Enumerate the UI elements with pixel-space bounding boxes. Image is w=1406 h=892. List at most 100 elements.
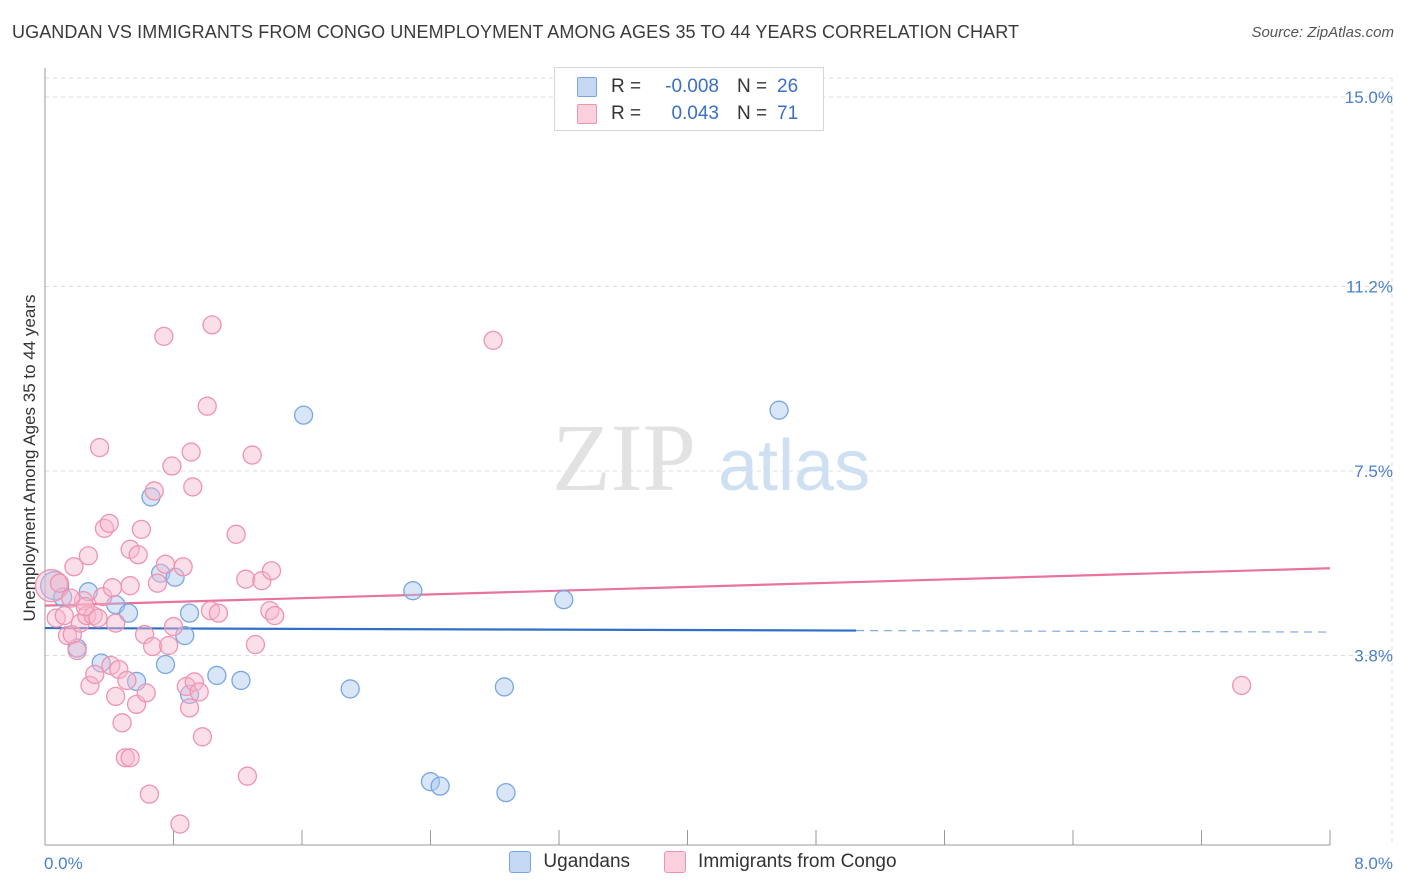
- congo-point: [226, 524, 246, 544]
- congo-point: [483, 330, 503, 350]
- congo-point: [115, 748, 135, 768]
- congo-point: [67, 640, 87, 661]
- congo-point: [61, 588, 81, 608]
- legend-swatch-pink: [577, 104, 597, 124]
- congo-point: [242, 445, 262, 465]
- congo-point: [236, 569, 256, 589]
- ugandans-point: [155, 654, 176, 675]
- ugandans-point: [207, 665, 227, 686]
- congo-point: [106, 613, 126, 633]
- legend-row-ugandans: R = -0.008 N = 26: [577, 74, 798, 100]
- congo-point: [192, 727, 213, 747]
- ugandans-point: [420, 772, 441, 792]
- congo-point: [106, 686, 126, 707]
- congo-point: [64, 557, 84, 577]
- ugandans-point: [118, 603, 139, 623]
- series-label-ugandans: Ugandans: [543, 851, 631, 872]
- legend-r-value: -0.008: [665, 76, 719, 97]
- x-tick-label: 0.0%: [44, 854, 83, 873]
- y-tick-label: 11.2%: [1346, 277, 1393, 296]
- source-label: Source: ZipAtlas.com: [1251, 24, 1394, 41]
- congo-trend-line: [44, 567, 1331, 607]
- legend-n-value: 26: [777, 76, 799, 97]
- ugandans-point: [179, 603, 200, 623]
- congo-point: [109, 659, 129, 680]
- legend-r-value: 0.043: [671, 103, 719, 124]
- ugandans-point: [165, 567, 185, 587]
- ugandans-point: [293, 405, 314, 425]
- congo-point: [120, 748, 140, 768]
- series-swatch-blue: [509, 851, 532, 873]
- congo-point: [54, 605, 74, 626]
- congo-point: [237, 766, 258, 786]
- tick-labels: 3.8% 7.5% 11.2% 15.0% 0.0% 8.0%: [44, 88, 1393, 873]
- congo-point: [102, 578, 123, 598]
- congo-point: [142, 636, 163, 657]
- y-tick-label: 3.8%: [1354, 647, 1393, 666]
- congo-point: [159, 635, 179, 656]
- congo-point: [183, 477, 203, 497]
- y-axis-label: Unemployment Among Ages 35 to 44 years: [20, 295, 39, 622]
- congo-point: [181, 442, 201, 462]
- legend-n-value: 71: [777, 103, 799, 124]
- congo-point: [147, 573, 168, 593]
- congo-point: [80, 675, 100, 696]
- series-legend-ugandans[interactable]: Ugandans: [509, 851, 630, 873]
- congo-point: [1232, 675, 1252, 696]
- congo-point: [144, 481, 164, 501]
- ugandans-point: [78, 582, 99, 602]
- ugandans-point: [496, 782, 516, 803]
- legend-swatch-blue: [577, 77, 597, 97]
- correlation-legend: R = -0.008 N = 26 R = 0.043 N = 71: [554, 67, 824, 131]
- ugandans-point: [769, 400, 789, 420]
- y-tick-label: 15.0%: [1345, 88, 1393, 107]
- ugandans-trend-extension: [856, 629, 1331, 633]
- ugandans-point: [403, 581, 423, 601]
- congo-point: [179, 698, 200, 718]
- legend-n-label: N =: [737, 103, 768, 124]
- congo-point: [88, 608, 108, 628]
- congo-point: [99, 513, 119, 534]
- congo-point: [155, 554, 176, 574]
- ugandans-point: [141, 487, 161, 507]
- watermark: ZIP atlas: [552, 404, 870, 511]
- series-label-congo: Immigrants from Congo: [698, 851, 897, 872]
- ugandans-point: [231, 670, 251, 691]
- legend-r-label: R =: [611, 103, 642, 124]
- congo-point: [202, 315, 222, 335]
- congo-point: [261, 561, 282, 581]
- series-swatch-pink: [664, 851, 687, 873]
- congo-point: [131, 519, 152, 539]
- legend-n-label: N =: [737, 76, 768, 97]
- congo-point: [85, 664, 105, 685]
- congo-point: [154, 326, 174, 347]
- congo-point: [112, 713, 132, 733]
- congo-point: [75, 596, 95, 617]
- axes: [44, 68, 1331, 846]
- congo-point: [136, 683, 156, 703]
- congo-point: [78, 546, 99, 566]
- congo-point: [184, 672, 205, 692]
- ugandans-point: [340, 679, 360, 699]
- congo-point: [120, 576, 140, 596]
- congo-point: [189, 682, 209, 702]
- series-legend-congo[interactable]: Immigrants from Congo: [664, 851, 897, 873]
- ugandans-point: [554, 590, 574, 610]
- watermark-zip: ZIP: [552, 404, 696, 511]
- ugandans-point: [430, 776, 450, 796]
- congo-point: [128, 545, 148, 565]
- y-tick-label: 7.5%: [1354, 462, 1393, 481]
- congo-point: [208, 603, 229, 623]
- chart-title: UGANDAN VS IMMIGRANTS FROM CONGO UNEMPLO…: [12, 22, 1020, 42]
- congo-point: [245, 634, 266, 655]
- congo-point: [89, 437, 110, 458]
- congo-point: [197, 396, 217, 416]
- congo-point: [117, 670, 137, 691]
- congo-point: [173, 557, 193, 577]
- legend-r-label: R =: [611, 76, 642, 97]
- watermark-atlas: atlas: [718, 426, 870, 506]
- congo-point: [139, 784, 160, 804]
- ugandans-point: [494, 677, 515, 697]
- legend-row-congo: R = 0.043 N = 71: [577, 101, 798, 127]
